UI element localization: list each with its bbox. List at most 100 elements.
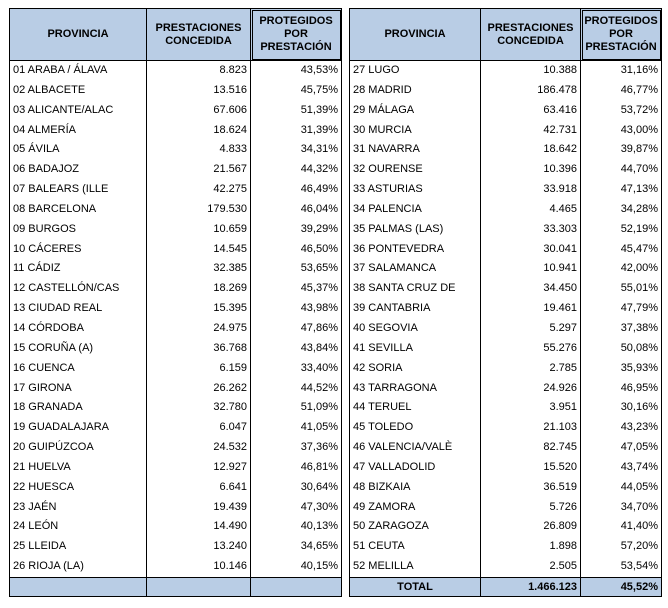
protegidos-cell: 30,64% (250, 477, 342, 498)
prestaciones-cell: 30.041 (480, 239, 581, 260)
table-row: 51 CEUTA 1.898 57,20% (349, 537, 662, 558)
table-row: 26 RIOJA (LA) 10.146 40,15% (9, 557, 342, 578)
provincia-cell: 28 MADRID (349, 80, 481, 101)
table-row: 03 ALICANTE/ALAC 67.606 51,39% (9, 100, 342, 121)
table-row: 08 BARCELONA 179.530 46,04% (9, 199, 342, 220)
table-row: 13 CIUDAD REAL 15.395 43,98% (9, 299, 342, 319)
protegidos-cell: 47,13% (580, 180, 662, 200)
table-row: 20 GUIPÚZCOA 24.532 37,36% (9, 438, 342, 458)
prestaciones-cell: 42.275 (146, 180, 251, 200)
provincia-cell: 32 OURENSE (349, 160, 481, 181)
table-row: 07 BALEARS (ILLE 42.275 46,49% (9, 180, 342, 200)
protegidos-cell: 44,70% (580, 160, 662, 181)
protegidos-cell: 52,19% (580, 219, 662, 240)
provincia-cell: 08 BARCELONA (9, 199, 147, 220)
table-row: 44 TERUEL 3.951 30,16% (349, 398, 662, 419)
protegidos-cell: 53,65% (250, 259, 342, 280)
protegidos-cell: 45,47% (580, 239, 662, 260)
provincia-cell: 22 HUESCA (9, 477, 147, 498)
table-row: 30 MURCIA 42.731 43,00% (349, 120, 662, 141)
table-row: 09 BURGOS 10.659 39,29% (9, 219, 342, 240)
provincia-cell: 15 CORUÑA (A) (9, 338, 147, 359)
provincia-cell: 14 CÓRDOBA (9, 318, 147, 339)
protegidos-cell: 43,84% (250, 338, 342, 359)
table-row: 24 LEÓN 14.490 40,13% (9, 517, 342, 538)
provincia-cell: 11 CÁDIZ (9, 259, 147, 280)
prestaciones-cell: 18.642 (480, 140, 581, 161)
protegidos-cell: 37,38% (580, 318, 662, 339)
prestaciones-cell: 4.465 (480, 199, 581, 220)
table-row: 16 CUENCA 6.159 33,40% (9, 358, 342, 379)
protegidos-cell: 53,54% (580, 557, 662, 578)
table-row: 52 MELILLA 2.505 53,54% (349, 557, 662, 578)
provincia-cell: 21 HUELVA (9, 457, 147, 478)
prestaciones-cell: 13.240 (146, 537, 251, 558)
footer-cell-empty (146, 576, 251, 597)
prestaciones-cell: 26.262 (146, 378, 251, 399)
protegidos-cell: 55,01% (580, 279, 662, 300)
table-row: 40 SEGOVIA 5.297 37,38% (349, 318, 662, 339)
provincia-cell: 25 LLEIDA (9, 537, 147, 558)
provincia-cell: 13 CIUDAD REAL (9, 299, 147, 319)
table-row: 04 ALMERÍA 18.624 31,39% (9, 120, 342, 141)
footer-row-left (9, 576, 342, 597)
protegidos-cell: 39,29% (250, 219, 342, 240)
header-protegidos: PROTEGIDOS POR PRESTACIÓN (580, 8, 662, 61)
prestaciones-cell: 24.926 (480, 378, 581, 399)
prestaciones-cell: 10.941 (480, 259, 581, 280)
protegidos-cell: 43,98% (250, 299, 342, 319)
provincia-cell: 37 SALAMANCA (349, 259, 481, 280)
prestaciones-cell: 179.530 (146, 199, 251, 220)
table-row: 15 CORUÑA (A) 36.768 43,84% (9, 338, 342, 359)
table-row: 17 GIRONA 26.262 44,52% (9, 378, 342, 399)
prestaciones-cell: 10.396 (480, 160, 581, 181)
protegidos-cell: 30,16% (580, 398, 662, 419)
table-row: 29 MÁLAGA 63.416 53,72% (349, 100, 662, 121)
provincia-cell: 38 SANTA CRUZ DE (349, 279, 481, 300)
protegidos-cell: 39,87% (580, 140, 662, 161)
provincia-cell: 30 MURCIA (349, 120, 481, 141)
protegidos-cell: 44,05% (580, 477, 662, 498)
provincia-cell: 31 NAVARRA (349, 140, 481, 161)
provincia-cell: 40 SEGOVIA (349, 318, 481, 339)
protegidos-cell: 46,95% (580, 378, 662, 399)
table-row: 49 ZAMORA 5.726 34,70% (349, 497, 662, 518)
protegidos-cell: 53,72% (580, 100, 662, 121)
table-row: 48 BIZKAIA 36.519 44,05% (349, 477, 662, 498)
protegidos-cell: 47,05% (580, 438, 662, 458)
table-row: 41 SEVILLA 55.276 50,08% (349, 338, 662, 359)
table-body-right: 27 LUGO 10.388 31,16% 28 MADRID 186.478 46,77… (349, 60, 662, 578)
table-row: 46 VALENCIA/VALÈ 82.745 47,05% (349, 438, 662, 458)
prestaciones-cell: 3.951 (480, 398, 581, 419)
protegidos-cell: 46,50% (250, 239, 342, 260)
table-row: 43 TARRAGONA 24.926 46,95% (349, 378, 662, 399)
provincia-cell: 44 TERUEL (349, 398, 481, 419)
prestaciones-cell: 12.927 (146, 457, 251, 478)
provincia-cell: 46 VALENCIA/VALÈ (349, 438, 481, 458)
prestaciones-cell: 26.809 (480, 517, 581, 538)
provincia-cell: 20 GUIPÚZCOA (9, 438, 147, 458)
table-row: 34 PALENCIA 4.465 34,28% (349, 199, 662, 220)
header-row: PROVINCIA PRESTACIONES CONCEDIDA PROTEGI… (9, 8, 342, 61)
provincia-cell: 12 CASTELLÓN/CAS (9, 279, 147, 300)
table-row: 36 PONTEVEDRA 30.041 45,47% (349, 239, 662, 260)
prestaciones-cell: 34.450 (480, 279, 581, 300)
protegidos-cell: 43,74% (580, 457, 662, 478)
provincia-cell: 03 ALICANTE/ALAC (9, 100, 147, 121)
prestaciones-cell: 36.768 (146, 338, 251, 359)
protegidos-cell: 44,32% (250, 160, 342, 181)
prestaciones-cell: 33.303 (480, 219, 581, 240)
protegidos-cell: 51,09% (250, 398, 342, 419)
provincia-cell: 07 BALEARS (ILLE (9, 180, 147, 200)
provinces-table-right: PROVINCIA PRESTACIONES CONCEDIDA PROTEGI… (349, 8, 662, 597)
total-protegidos: 45,52% (580, 576, 662, 597)
provincia-cell: 10 CÁCERES (9, 239, 147, 260)
provincia-cell: 04 ALMERÍA (9, 120, 147, 141)
prestaciones-cell: 6.641 (146, 477, 251, 498)
prestaciones-cell: 5.726 (480, 497, 581, 518)
prestaciones-cell: 13.516 (146, 80, 251, 101)
protegidos-cell: 46,49% (250, 180, 342, 200)
prestaciones-cell: 2.785 (480, 358, 581, 379)
protegidos-cell: 46,77% (580, 80, 662, 101)
prestaciones-cell: 24.975 (146, 318, 251, 339)
